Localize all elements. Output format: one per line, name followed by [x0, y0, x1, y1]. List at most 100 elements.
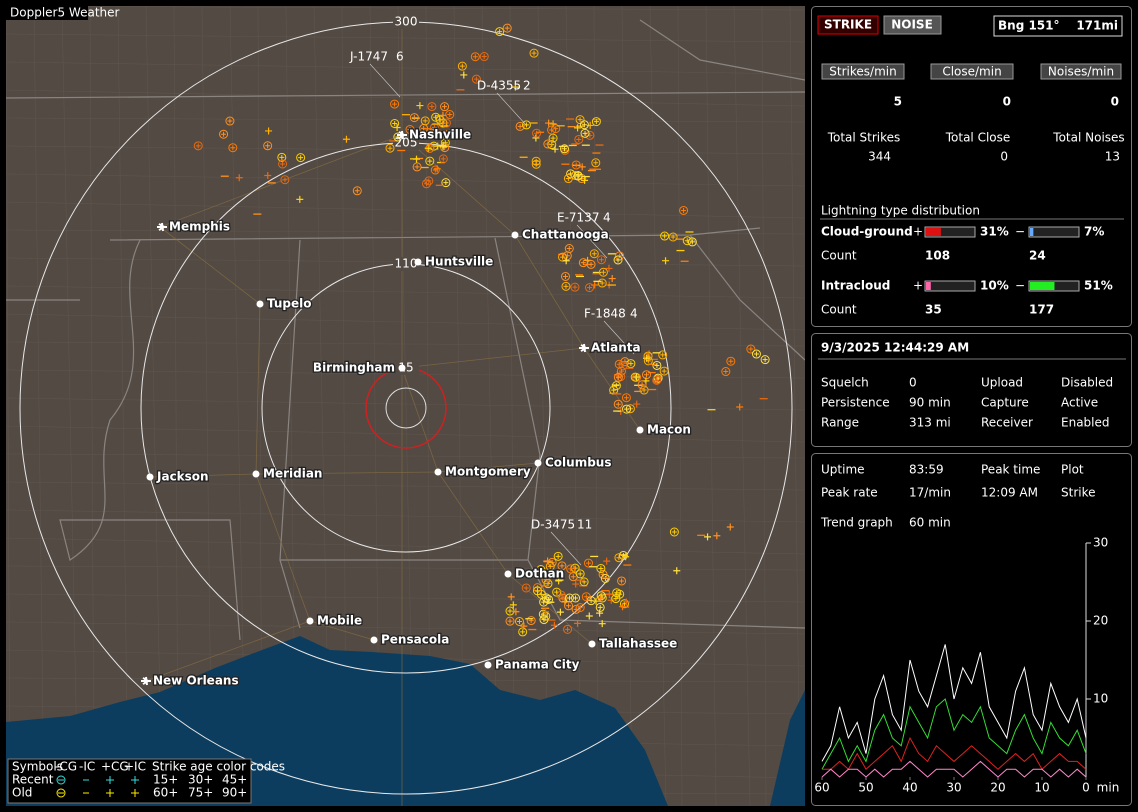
strike-symbol: [662, 233, 668, 239]
strike-symbol: [413, 155, 421, 163]
strike-symbol: [514, 616, 524, 626]
strike-symbol: [576, 136, 582, 142]
city-dot: [256, 300, 264, 308]
strike-symbol: [682, 236, 692, 246]
strike-symbol: [561, 146, 567, 152]
status-label: Range: [821, 416, 859, 430]
highway: [401, 347, 585, 369]
airport-icon: [579, 343, 589, 353]
strike-symbol: [387, 145, 393, 151]
strike-symbol: [221, 131, 227, 137]
storm-cell-count: 4: [603, 211, 611, 225]
strike-symbol: [621, 393, 631, 403]
strike-symbol: [235, 174, 243, 182]
strike-symbol: [416, 102, 424, 110]
strike-symbol: [575, 569, 585, 579]
city-dot: [370, 636, 378, 644]
strike-symbol: [605, 590, 613, 598]
strike-symbol: [615, 401, 621, 407]
x-tick-label: 50: [858, 781, 873, 795]
strike-symbol: [405, 125, 415, 135]
strike-symbol: [541, 575, 551, 585]
strike-symbol: [549, 127, 555, 133]
county-line: [593, 6, 599, 806]
strike-button-label: STRIKE: [824, 18, 872, 32]
city-label: Birmingham: [313, 361, 395, 375]
storm-cell-id: D-4355: [477, 79, 521, 93]
strike-symbol: [570, 574, 576, 580]
distribution-count: 177: [1029, 303, 1054, 317]
strike-button[interactable]: [817, 15, 879, 35]
strike-symbol: [534, 130, 540, 136]
strike-symbol: [440, 102, 450, 112]
strike-symbol: [585, 612, 593, 620]
strike-symbol: [538, 567, 544, 573]
strike-symbol: [573, 162, 579, 168]
stats-label: Peak time: [981, 463, 1040, 477]
strike-symbol: [598, 257, 604, 263]
strike-symbol: [645, 353, 651, 359]
x-unit-label: min: [1097, 781, 1120, 795]
status-value: 0: [909, 376, 917, 390]
strike-symbol: [544, 594, 554, 604]
distance: 171mi: [1076, 19, 1118, 33]
strike-symbol: [425, 156, 435, 166]
stats-panel: [811, 6, 1132, 327]
strike-symbol: [578, 258, 588, 268]
strike-symbol: [439, 111, 447, 119]
strike-symbol: [447, 112, 453, 118]
x-tick-label: 30: [946, 781, 961, 795]
strike-symbol: [613, 255, 623, 265]
strike-symbol: [661, 368, 667, 374]
city-label: Tupelo: [267, 297, 312, 311]
county-line: [145, 6, 163, 806]
legend-symbol: [58, 789, 139, 797]
strike-symbol: [622, 404, 632, 414]
strike-symbol: [582, 130, 588, 136]
x-tick-label: 0: [1082, 781, 1090, 795]
strike-symbol: [585, 283, 595, 293]
strike-symbol: [560, 271, 570, 281]
strike-symbol: [615, 374, 621, 380]
strike-symbol: [555, 577, 563, 585]
county-line: [173, 6, 179, 806]
strike-symbol: [613, 596, 619, 602]
strike-symbol: [654, 376, 660, 382]
city-dot: [252, 470, 260, 478]
strike-symbol: [534, 588, 540, 594]
legend-column: +CG: [101, 760, 129, 774]
status-value: Active: [1061, 396, 1098, 410]
rate-header: [930, 63, 1014, 80]
strike-symbol: [230, 145, 236, 151]
strike-symbol: [392, 121, 398, 127]
range-ring-label: 205: [395, 136, 418, 150]
legend-symbol: [58, 776, 139, 784]
city-label: Atlanta: [591, 341, 641, 355]
strike-symbol: [507, 608, 513, 614]
city-dot: [414, 258, 422, 266]
strike-symbol: [421, 179, 431, 189]
distribution-track: [924, 280, 976, 292]
city-dot: [588, 640, 596, 648]
strike-symbol: [424, 176, 434, 186]
stats-value: 60 min: [909, 516, 951, 530]
y-tick-label: 20: [1093, 614, 1108, 628]
strike-symbol: [619, 578, 625, 584]
stats-value: 17/min: [909, 486, 951, 500]
strike-symbol: [536, 565, 546, 575]
minus-sign: −: [1015, 225, 1025, 239]
strike-symbol: [427, 158, 433, 164]
strike-symbol: [440, 120, 446, 126]
noise-button[interactable]: [883, 15, 942, 35]
strike-symbol: [550, 621, 558, 629]
strike-symbol: [591, 158, 601, 168]
strike-symbol: [433, 114, 439, 120]
distribution-bar: [926, 282, 931, 290]
storm-cell-leader: [550, 531, 582, 566]
strike-symbol: [219, 129, 229, 139]
strike-symbol: [414, 164, 420, 170]
strike-symbol: [515, 121, 525, 131]
atlantic-water: [770, 690, 805, 806]
strike-symbol: [562, 251, 572, 261]
